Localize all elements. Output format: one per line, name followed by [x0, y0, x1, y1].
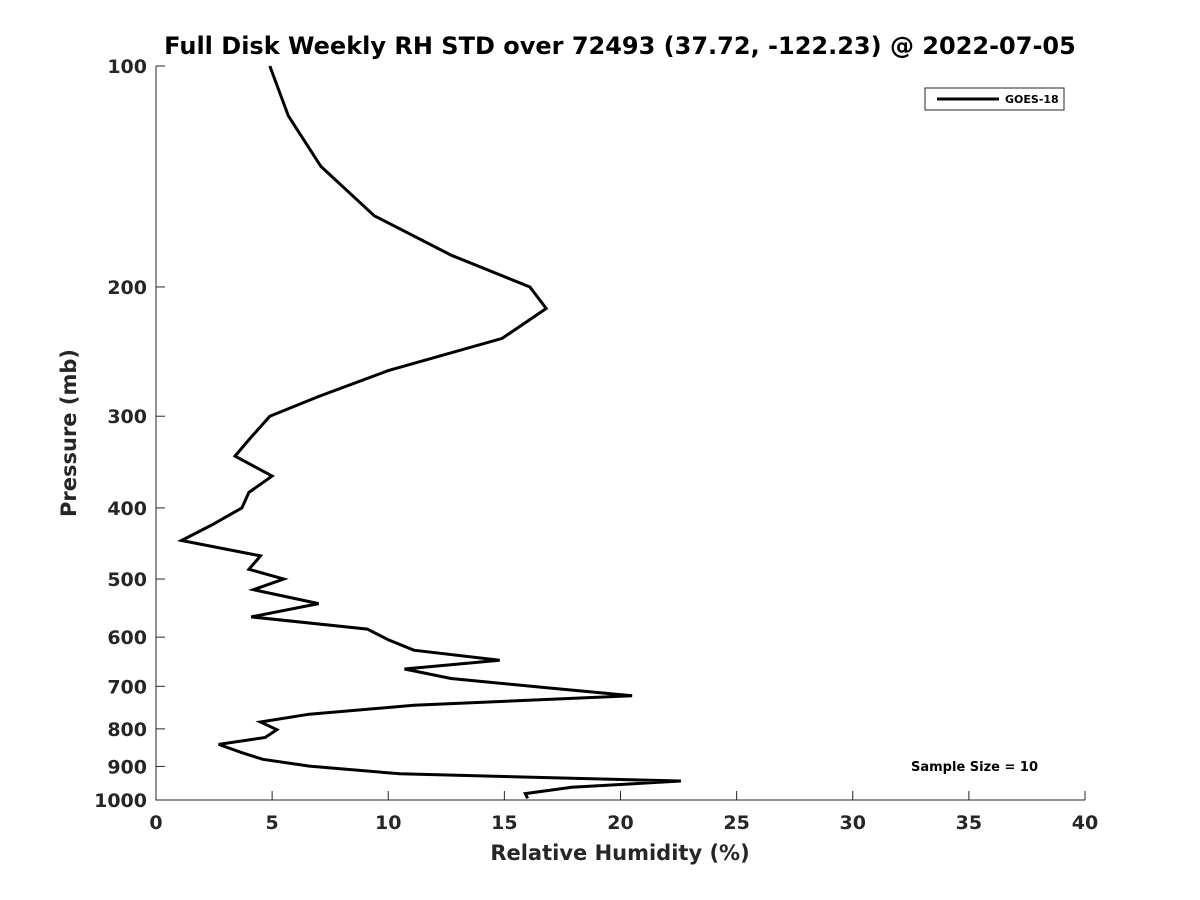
x-axis-label: Relative Humidity (%)	[490, 841, 749, 865]
x-tick-label: 10	[375, 812, 401, 834]
x-tick-label: 25	[723, 812, 749, 834]
x-tick-label: 20	[607, 812, 633, 834]
x-tick-label: 5	[266, 812, 279, 834]
y-tick-label: 200	[107, 277, 147, 299]
y-tick-label: 700	[107, 676, 147, 698]
chart-title: Full Disk Weekly RH STD over 72493 (37.7…	[164, 32, 1076, 60]
y-tick-label: 900	[107, 756, 147, 778]
x-tick-label: 0	[149, 812, 162, 834]
y-axis: 100 200 300 400 500 600 700 800 900 1000	[94, 56, 165, 812]
y-tick-label: 500	[107, 569, 147, 591]
legend: GOES-18	[924, 87, 1065, 111]
x-tick-label: 40	[1072, 812, 1098, 834]
x-tick-label: 30	[840, 812, 866, 834]
sample-size-annotation: Sample Size = 10	[911, 760, 1038, 775]
y-axis-label: Pressure (mb)	[57, 349, 81, 517]
legend-label-goes-18: GOES-18	[1005, 93, 1059, 106]
series-line-goes-18	[176, 65, 681, 800]
plot-area: 0 5 10 15 20 25 30 35 40 100 200 300 400 500 600 700 80…	[94, 56, 1098, 834]
y-tick-label: 400	[107, 498, 147, 520]
y-tick-label: 1000	[94, 790, 147, 812]
y-tick-label: 800	[107, 719, 147, 741]
axis-frame	[155, 66, 1085, 801]
x-tick-label: 15	[491, 812, 517, 834]
y-tick-label: 600	[107, 627, 147, 649]
y-tick-label: 300	[107, 406, 147, 428]
series-layer	[176, 65, 681, 800]
x-tick-label: 35	[956, 812, 982, 834]
x-axis: 0 5 10 15 20 25 30 35 40	[149, 791, 1098, 834]
y-tick-label: 100	[107, 56, 147, 78]
